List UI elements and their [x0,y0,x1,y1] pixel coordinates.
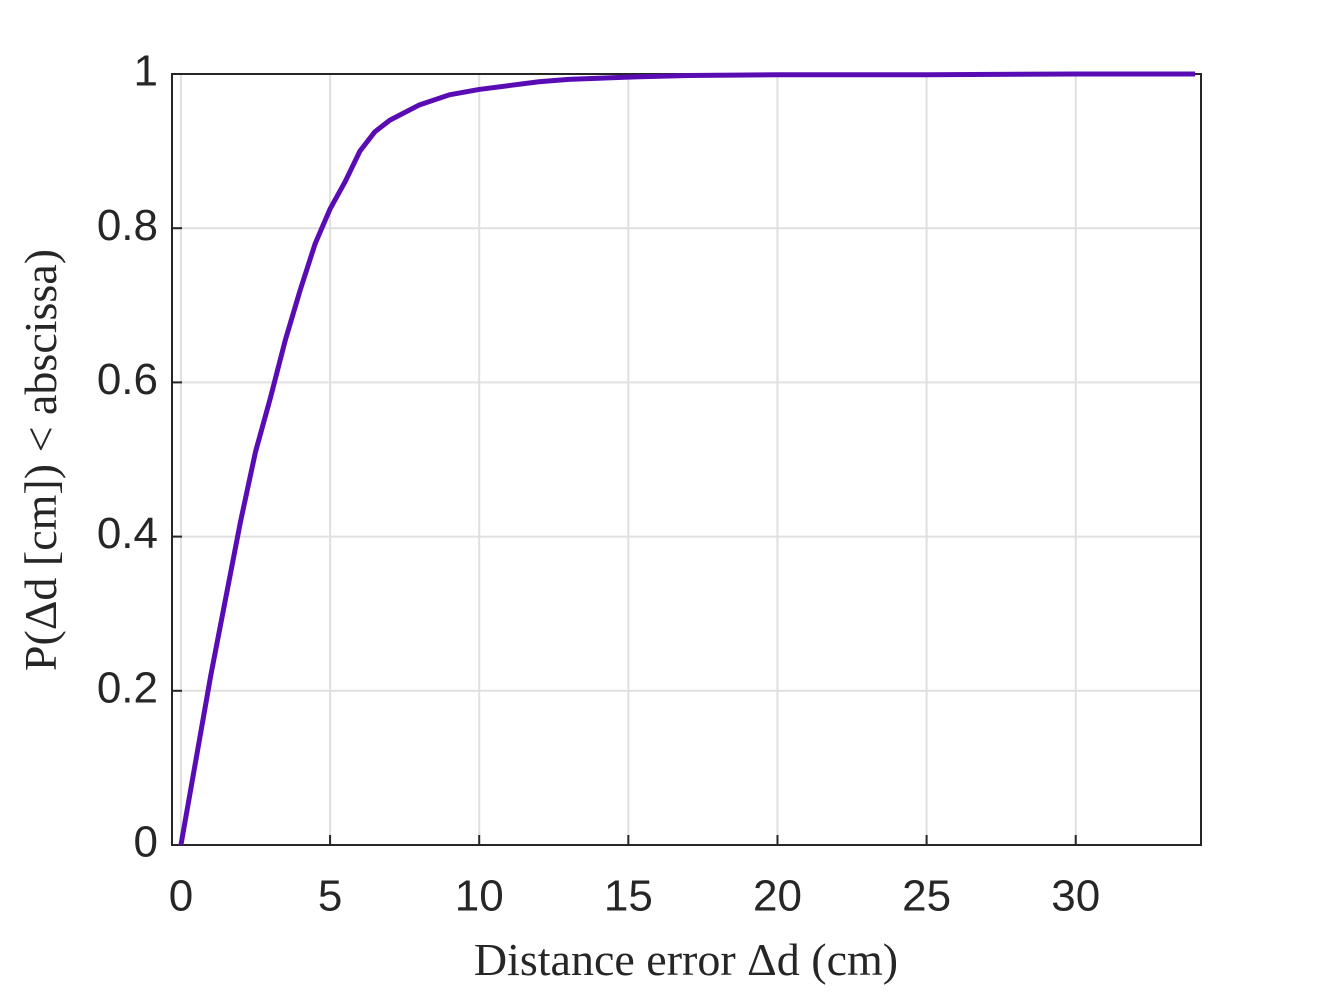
x-tick-label: 15 [604,872,653,921]
y-tick-label: 0.6 [97,355,158,404]
y-tick-label: 0.8 [97,201,158,250]
x-tick-label: 30 [1051,872,1100,921]
x-tick-label: 5 [318,872,342,921]
y-tick-label: 0 [134,818,158,867]
y-tick-label: 0.2 [97,663,158,712]
x-tick-label: 20 [753,872,802,921]
y-axis-label: P(Δd [cm]) < abscissa) [15,249,66,671]
y-tick-label: 0.4 [97,509,158,558]
axes-box [171,73,1202,846]
x-tick-label: 25 [902,872,951,921]
data-line [178,71,1196,846]
y-tick-label: 1 [134,47,158,96]
x-axis-label: Distance error Δd (cm) [474,934,898,985]
x-tick-label: 10 [455,872,504,921]
x-tick-label: 0 [169,872,193,921]
